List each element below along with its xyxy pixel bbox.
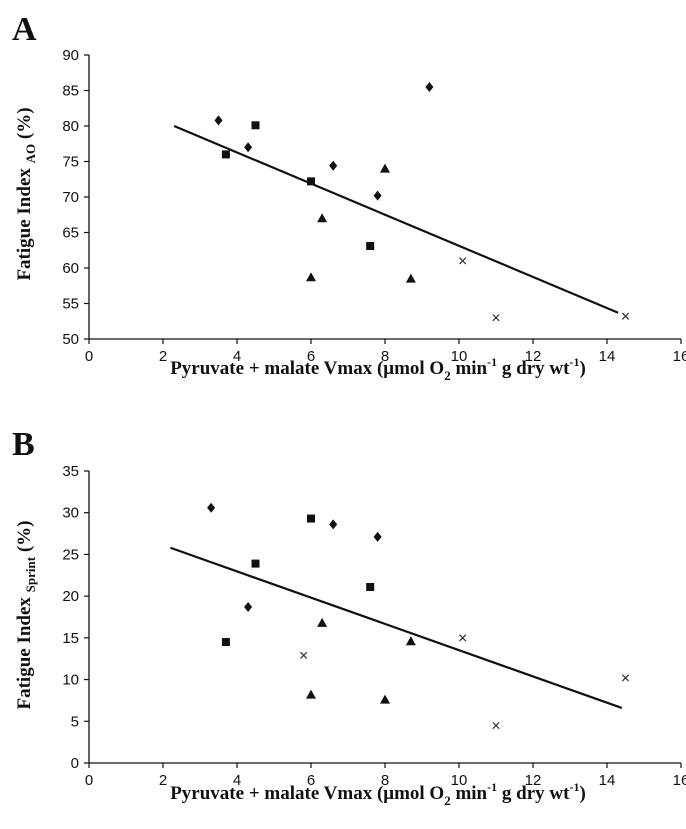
y-axis-ticks-a: 50 55 60 65 70 75 80 85 90 [62, 47, 89, 348]
data-point-cross [459, 257, 467, 265]
data-point-cross-stroke [459, 634, 467, 642]
panel-letter-b: B [12, 426, 35, 463]
data-point-cross-stroke [492, 721, 500, 730]
x-tick-label: 12 [525, 348, 542, 365]
data-point-triangle [306, 689, 316, 699]
data-point-square [307, 514, 315, 523]
y-tick-label: 75 [62, 154, 79, 171]
y-axis-title-a: Fatigue Index AO (%) [14, 107, 38, 280]
data-point-triangle [405, 273, 416, 283]
x-tick-label: 10 [451, 772, 468, 789]
x-tick-label: 10 [451, 348, 468, 365]
y-tick-label: 50 [62, 331, 79, 348]
x-tick-label: 6 [307, 348, 315, 365]
data-point-diamond [425, 81, 434, 92]
y-axis-title-b: Fatigue Index Sprint (%) [14, 521, 38, 710]
data-point-cross-stroke [299, 651, 308, 660]
data-point-diamond [373, 531, 382, 542]
data-point-cross-stroke [621, 674, 630, 682]
x-tick-label: 12 [525, 772, 542, 789]
data-point-diamond [244, 142, 253, 153]
x-tick-label: 0 [85, 348, 93, 365]
data-point-triangle [405, 636, 416, 646]
y-tick-label: 15 [62, 630, 79, 647]
panel-b: B 0 2 4 6 8 10 12 14 16 0 5 10 15 20 25 30 35 Pyruvate … [12, 426, 686, 808]
y-tick-label: 5 [71, 713, 79, 730]
data-point-cross-stroke [492, 314, 500, 322]
data-point-cross-stroke [621, 312, 630, 320]
x-tick-label: 8 [381, 348, 389, 365]
y-tick-label: 10 [62, 672, 79, 689]
y-tick-label: 20 [62, 588, 79, 605]
data-point-diamond [214, 115, 223, 126]
data-point-square [221, 150, 230, 159]
y-tick-label: 60 [62, 260, 79, 277]
y-tick-label: 55 [62, 296, 79, 313]
data-point-cross [492, 721, 500, 730]
y-tick-label: 25 [62, 546, 79, 563]
x-axis-title-a: Pyruvate + malate Vmax (μmol O2 min-1 g … [170, 355, 586, 383]
data-point-cross [492, 314, 500, 322]
y-tick-label: 0 [71, 755, 79, 772]
data-point-triangle [306, 272, 316, 282]
y-tick-label: 85 [62, 83, 79, 100]
x-tick-label: 4 [233, 772, 241, 789]
y-tick-label: 90 [62, 47, 79, 64]
data-point-square [366, 582, 375, 591]
axes-a [88, 55, 681, 340]
x-axis-ticks-a: 0 2 4 6 8 10 12 14 16 [85, 339, 686, 365]
data-point-square [221, 638, 230, 647]
x-axis-ticks-b: 0 2 4 6 8 10 12 14 16 [85, 763, 686, 789]
data-points-b [207, 502, 630, 730]
y-tick-label: 70 [62, 189, 79, 206]
data-point-cross-stroke [459, 257, 467, 265]
x-tick-label: 2 [159, 772, 167, 789]
data-point-cross [299, 651, 308, 660]
data-point-square [251, 559, 260, 568]
x-tick-label: 6 [307, 772, 315, 789]
data-point-square [366, 241, 375, 250]
y-tick-label: 65 [62, 225, 79, 242]
data-point-triangle [317, 617, 328, 627]
data-point-cross [459, 634, 467, 642]
data-point-diamond [373, 190, 382, 201]
y-tick-label: 30 [62, 505, 79, 522]
x-tick-label: 14 [599, 772, 616, 789]
data-point-square [307, 177, 315, 186]
data-point-diamond [244, 601, 253, 612]
x-tick-label: 14 [599, 348, 616, 365]
y-tick-label: 80 [62, 118, 79, 135]
data-point-square [251, 121, 260, 130]
x-tick-label: 16 [673, 772, 686, 789]
data-points-a [214, 81, 630, 322]
data-point-cross [621, 674, 630, 682]
x-tick-label: 8 [381, 772, 389, 789]
data-point-diamond [329, 519, 338, 530]
x-tick-label: 2 [159, 348, 167, 365]
data-point-triangle [317, 213, 328, 223]
x-axis-title-b: Pyruvate + malate Vmax (μmol O2 min-1 g … [170, 780, 586, 808]
data-point-diamond [207, 502, 216, 513]
trendline-b [170, 546, 623, 709]
x-tick-label: 16 [673, 348, 686, 365]
data-point-triangle [380, 163, 390, 173]
data-point-cross [621, 312, 630, 320]
data-point-diamond [329, 160, 338, 171]
axes-b [88, 471, 681, 764]
trendline-a [173, 124, 619, 314]
panel-letter-a: A [12, 11, 37, 48]
y-tick-label: 35 [62, 463, 79, 480]
x-tick-label: 0 [85, 772, 93, 789]
data-point-triangle [380, 694, 390, 704]
y-axis-ticks-b: 0 5 10 15 20 25 30 35 [62, 463, 89, 772]
x-tick-label: 4 [233, 348, 241, 365]
panel-a: A 0 2 4 6 8 10 12 14 16 50 55 60 65 70 75 80 85 90 Pyruv… [12, 11, 686, 383]
